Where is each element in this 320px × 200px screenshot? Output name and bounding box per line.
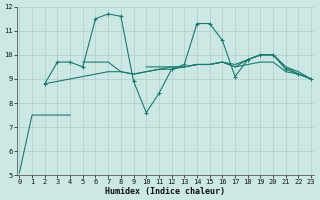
X-axis label: Humidex (Indice chaleur): Humidex (Indice chaleur) (105, 187, 225, 196)
